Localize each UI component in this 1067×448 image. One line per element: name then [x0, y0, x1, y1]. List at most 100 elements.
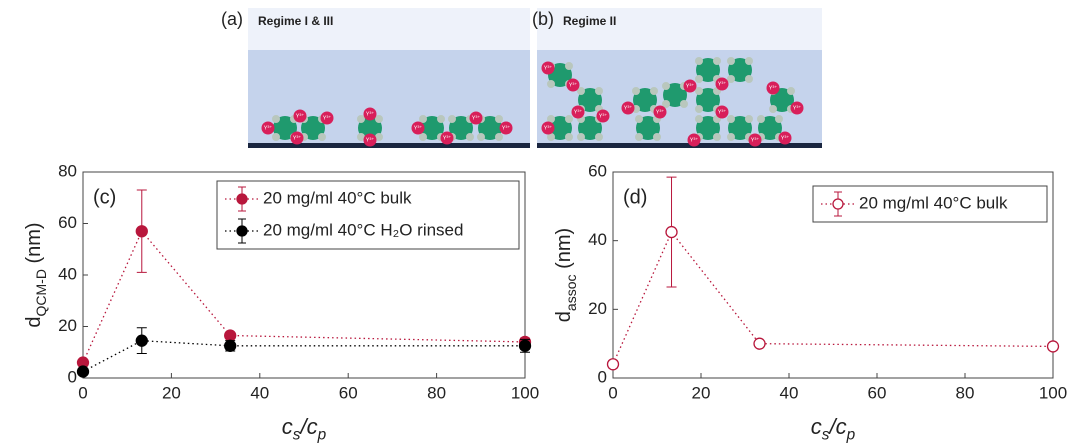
y-tick-label: 20	[588, 299, 607, 318]
ion-label: Y³⁺	[686, 82, 695, 89]
particle-notch	[635, 115, 643, 123]
label-part: (nm)	[553, 228, 575, 275]
particle-notch	[595, 87, 603, 95]
panel-label: (b)	[532, 9, 554, 29]
particle-notch	[272, 115, 280, 123]
particle-notch	[727, 115, 735, 123]
ion-label: Y³⁺	[414, 124, 423, 131]
x-tick-label: 100	[1039, 383, 1067, 402]
particle-notch	[577, 133, 585, 141]
particle-notch	[695, 57, 703, 65]
particle-notch	[419, 115, 427, 123]
ion	[748, 133, 762, 147]
ion	[766, 81, 780, 95]
ion-label: Y³⁺	[751, 136, 760, 143]
legend-marker	[236, 193, 248, 205]
label-part: assoc	[563, 274, 579, 311]
ion	[621, 101, 635, 115]
particle	[758, 116, 782, 140]
particle-notch	[547, 133, 555, 141]
ion	[653, 105, 667, 119]
particle-notch	[769, 105, 777, 113]
particle	[548, 116, 572, 140]
particle-notch	[547, 80, 555, 88]
ion-label: Y³⁺	[544, 124, 553, 131]
particle	[578, 116, 602, 140]
particle	[636, 116, 660, 140]
y-axis-label: dassoc (nm)	[553, 228, 578, 322]
particle-notch	[775, 115, 783, 123]
ion-label: Y³⁺	[293, 134, 302, 141]
data-point	[518, 339, 532, 352]
label-part: d	[23, 316, 45, 327]
particle-notch	[547, 115, 555, 123]
ion-label: Y³⁺	[544, 64, 553, 71]
ion-label: Y³⁺	[443, 134, 452, 141]
particle	[449, 116, 473, 140]
label-part: d	[553, 311, 575, 322]
label-part: p	[846, 427, 856, 444]
y-tick-label: 60	[58, 213, 77, 232]
panel-title: Regime I & III	[258, 14, 333, 28]
particle-notch	[713, 57, 721, 65]
y-tick-label: 20	[58, 316, 77, 335]
ion	[541, 61, 555, 75]
label-part: /c	[299, 414, 318, 439]
particle-notch	[695, 75, 703, 83]
label-part: s	[293, 427, 301, 444]
particle	[358, 116, 382, 140]
particle-notch	[577, 87, 585, 95]
label-part: s	[822, 427, 830, 444]
chart: 0 20 40 60 80 0 20 40 60 80 100 cs/cp dQCM-D (nm) (c)…	[23, 161, 539, 443]
particle	[663, 83, 687, 107]
ion-label: Y³⁺	[472, 114, 481, 121]
particle	[696, 88, 720, 112]
series-line	[82, 340, 525, 373]
legend-marker	[832, 198, 844, 210]
ion	[411, 121, 425, 135]
x-tick-label: 40	[250, 383, 269, 402]
legend-label: 20 mg/ml 40°C bulk	[859, 193, 1008, 212]
particle-notch	[357, 115, 365, 123]
data-point	[76, 365, 90, 378]
particle-notch	[680, 100, 688, 108]
particle-notch	[727, 133, 735, 141]
x-tick-label: 80	[956, 383, 975, 402]
x-tick-label: 20	[692, 383, 711, 402]
particle	[696, 116, 720, 140]
x-tick-label: 40	[780, 383, 799, 402]
panel-bg	[537, 8, 822, 50]
x-tick-label: 20	[162, 383, 181, 402]
y-tick-label: 0	[68, 367, 77, 386]
ion-label: Y³⁺	[264, 124, 273, 131]
ion-label: Y³⁺	[366, 110, 375, 117]
ion	[320, 111, 334, 125]
x-tick-label: 80	[427, 383, 446, 402]
ion-label: Y³⁺	[718, 80, 727, 87]
particle	[478, 116, 502, 140]
panel-annotation: (c)	[93, 186, 116, 208]
data-point	[135, 334, 148, 347]
x-axis-label: cs/cp	[282, 414, 327, 444]
particle	[301, 116, 325, 140]
particle-notch	[272, 133, 280, 141]
particle	[273, 116, 297, 140]
legend-box	[812, 185, 1048, 223]
ion	[541, 121, 555, 135]
particle-notch	[653, 133, 661, 141]
particle-notch	[695, 105, 703, 113]
particle-notch	[695, 87, 703, 95]
y-tick-label: 40	[588, 230, 607, 249]
particle	[420, 116, 444, 140]
panel-bg	[248, 8, 530, 50]
data-point	[665, 225, 678, 239]
particle-notch	[419, 133, 427, 141]
ion-label: Y³⁺	[624, 104, 633, 111]
particle-notch	[635, 133, 643, 141]
ion	[687, 133, 701, 147]
y-tick-label: 80	[58, 161, 77, 180]
series-line	[612, 230, 1054, 365]
particle-notch	[695, 115, 703, 123]
label-part: /c	[828, 414, 847, 439]
